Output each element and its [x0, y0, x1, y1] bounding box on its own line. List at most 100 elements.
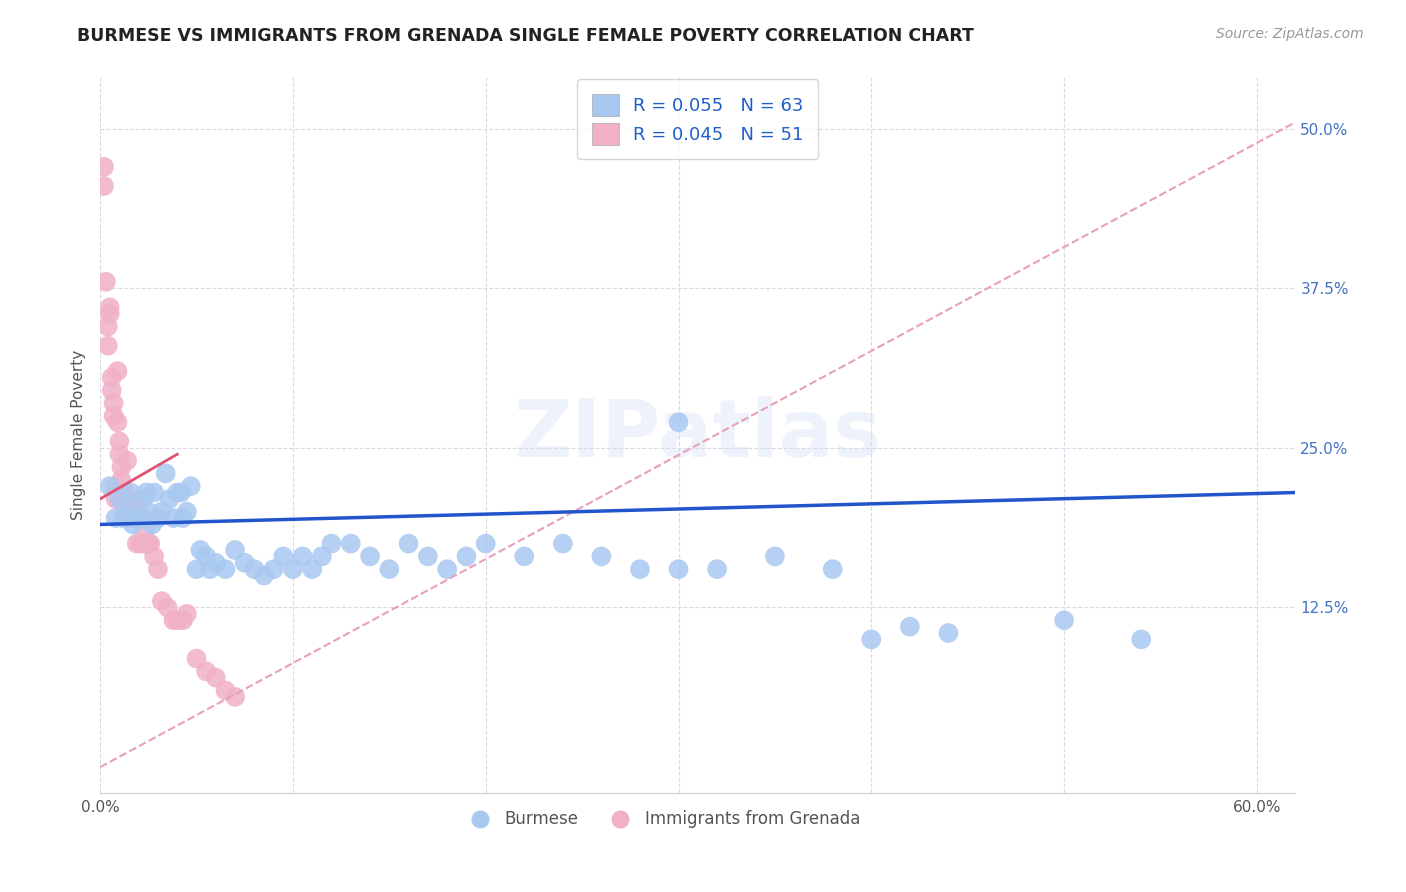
- Text: Source: ZipAtlas.com: Source: ZipAtlas.com: [1216, 27, 1364, 41]
- Point: [104, 511, 127, 525]
- Point: [97, 319, 120, 334]
- Point: [898, 619, 921, 633]
- Point: [398, 536, 420, 550]
- Point: [112, 491, 135, 506]
- Point: [263, 562, 285, 576]
- Point: [301, 562, 323, 576]
- Point: [93, 179, 115, 194]
- Point: [763, 549, 786, 564]
- Point: [281, 562, 304, 576]
- Point: [120, 485, 142, 500]
- Point: [198, 562, 221, 576]
- Point: [143, 549, 166, 564]
- Point: [97, 338, 120, 352]
- Point: [128, 511, 150, 525]
- Point: [186, 562, 208, 576]
- Point: [513, 549, 536, 564]
- Point: [591, 549, 613, 564]
- Point: [359, 549, 381, 564]
- Point: [668, 415, 690, 429]
- Point: [311, 549, 333, 564]
- Point: [143, 485, 166, 500]
- Point: [416, 549, 439, 564]
- Point: [271, 549, 294, 564]
- Point: [233, 556, 256, 570]
- Point: [214, 683, 236, 698]
- Point: [172, 511, 194, 525]
- Point: [436, 562, 458, 576]
- Text: ZIPatlas: ZIPatlas: [513, 396, 882, 474]
- Point: [159, 491, 181, 506]
- Point: [378, 562, 401, 576]
- Point: [186, 651, 208, 665]
- Point: [551, 536, 574, 550]
- Point: [456, 549, 478, 564]
- Point: [125, 536, 148, 550]
- Point: [146, 511, 169, 525]
- Point: [122, 517, 145, 532]
- Point: [118, 505, 141, 519]
- Point: [339, 536, 361, 550]
- Point: [98, 307, 121, 321]
- Point: [172, 613, 194, 627]
- Point: [1130, 632, 1153, 647]
- Point: [170, 485, 193, 500]
- Point: [166, 613, 188, 627]
- Point: [98, 301, 121, 315]
- Point: [860, 632, 883, 647]
- Point: [253, 568, 276, 582]
- Point: [176, 607, 198, 621]
- Point: [141, 517, 163, 532]
- Point: [135, 485, 157, 500]
- Point: [195, 549, 218, 564]
- Point: [114, 498, 136, 512]
- Point: [107, 364, 129, 378]
- Point: [291, 549, 314, 564]
- Point: [243, 562, 266, 576]
- Point: [93, 160, 115, 174]
- Point: [131, 491, 153, 506]
- Point: [103, 409, 125, 423]
- Point: [139, 536, 162, 550]
- Y-axis label: Single Female Poverty: Single Female Poverty: [72, 350, 86, 520]
- Point: [110, 473, 132, 487]
- Point: [821, 562, 844, 576]
- Point: [115, 453, 138, 467]
- Point: [107, 415, 129, 429]
- Point: [150, 594, 173, 608]
- Point: [118, 491, 141, 506]
- Point: [103, 396, 125, 410]
- Point: [150, 505, 173, 519]
- Point: [129, 536, 152, 550]
- Point: [1053, 613, 1076, 627]
- Point: [100, 384, 122, 398]
- Point: [628, 562, 651, 576]
- Point: [938, 626, 960, 640]
- Point: [104, 479, 127, 493]
- Point: [155, 467, 177, 481]
- Point: [166, 485, 188, 500]
- Point: [100, 370, 122, 384]
- Point: [112, 485, 135, 500]
- Point: [668, 562, 690, 576]
- Point: [108, 447, 131, 461]
- Point: [190, 543, 212, 558]
- Point: [134, 524, 156, 538]
- Legend: Burmese, Immigrants from Grenada: Burmese, Immigrants from Grenada: [457, 803, 868, 834]
- Point: [204, 556, 226, 570]
- Point: [195, 665, 218, 679]
- Point: [94, 275, 117, 289]
- Point: [180, 479, 202, 493]
- Point: [136, 536, 159, 550]
- Point: [128, 511, 150, 525]
- Point: [162, 511, 184, 525]
- Point: [224, 690, 246, 704]
- Point: [108, 434, 131, 449]
- Point: [136, 505, 159, 519]
- Point: [131, 511, 153, 525]
- Point: [114, 485, 136, 500]
- Text: BURMESE VS IMMIGRANTS FROM GRENADA SINGLE FEMALE POVERTY CORRELATION CHART: BURMESE VS IMMIGRANTS FROM GRENADA SINGL…: [77, 27, 974, 45]
- Point: [706, 562, 728, 576]
- Point: [162, 613, 184, 627]
- Point: [124, 498, 146, 512]
